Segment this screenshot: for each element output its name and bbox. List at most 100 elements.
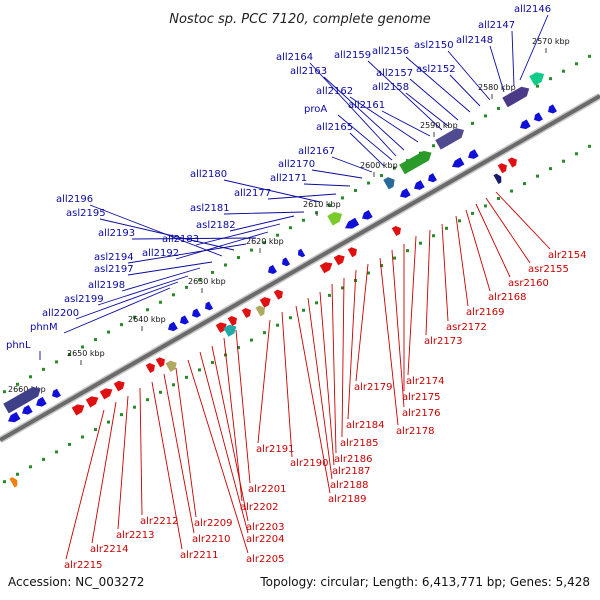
gene-label: all2148 xyxy=(456,35,493,46)
tick-dot xyxy=(263,241,266,245)
gene-label: all2177 xyxy=(234,188,271,199)
tick-dot xyxy=(185,285,188,289)
callout-line xyxy=(211,345,249,522)
tick-dot xyxy=(315,301,318,305)
plus-strand-gene-arrow-shape xyxy=(273,289,283,300)
tick-dot xyxy=(16,472,19,476)
tick-dot xyxy=(133,315,136,319)
callout-line xyxy=(229,215,295,232)
plus-strand-gene-arrow xyxy=(85,396,99,408)
tick-dot xyxy=(289,316,292,320)
minus-strand-gene-box-shape xyxy=(399,150,432,175)
plus-strand-gene-arrow-shape xyxy=(507,157,517,168)
tick-dot xyxy=(172,293,175,297)
callout-line xyxy=(309,62,397,157)
minus-strand-gene-arrow-shape xyxy=(22,404,33,415)
callout-line xyxy=(75,281,179,320)
tick-dot xyxy=(159,300,162,304)
tick-dot xyxy=(497,106,500,110)
callout-line xyxy=(307,297,333,480)
minus-strand-gene-arrow-shape xyxy=(192,308,201,318)
tick-dot xyxy=(94,428,97,432)
callout-line xyxy=(425,229,431,336)
callout-line xyxy=(151,381,183,550)
plus-strand-gene-arrow-shape xyxy=(113,380,125,392)
minus-strand-gene-arrow xyxy=(268,264,277,275)
plus-strand-gene-arrow xyxy=(99,388,113,400)
plus-strand-gene-box-shape xyxy=(165,360,177,373)
gene-label: alr2168 xyxy=(488,292,526,303)
plus-strand-gene-arrow-shape xyxy=(145,363,155,374)
callout-line xyxy=(441,223,449,322)
kbp-tick-label: 2600 kbp xyxy=(360,161,398,170)
gene-label: proA xyxy=(304,104,327,115)
callout-line xyxy=(349,96,419,143)
gene-label: all2192 xyxy=(142,248,179,259)
plus-strand-gene-box xyxy=(255,305,265,317)
minus-strand-gene-box-shape xyxy=(435,128,465,150)
plus-strand-gene-arrow-shape xyxy=(71,404,85,416)
gene-label: alr2173 xyxy=(424,336,462,347)
plus-strand-gene-arrow xyxy=(507,157,517,168)
callout-lines xyxy=(39,14,551,560)
callout-line xyxy=(281,311,293,458)
minus-strand-gene-arrow-shape xyxy=(468,149,479,159)
gene-labels: all2146all2147all2148asl2150asl2152all21… xyxy=(6,4,586,571)
callout-line xyxy=(405,56,471,113)
tick-dot xyxy=(250,248,253,252)
minus-strand-gene-arrow xyxy=(452,157,465,168)
gene-label: all2180 xyxy=(190,169,227,180)
tick-dot xyxy=(133,405,136,409)
callout-line xyxy=(97,275,189,306)
tick-dot xyxy=(120,323,123,327)
minus-strand-gene-arrow xyxy=(282,257,291,267)
tick-dot xyxy=(510,189,513,193)
minus-strand-gene-box xyxy=(502,86,530,108)
callout-line xyxy=(223,337,243,502)
gene-label: asl2181 xyxy=(190,203,230,214)
minus-strand-gene-arrow-shape xyxy=(268,264,277,275)
tick-dot xyxy=(263,331,266,335)
tick-dot xyxy=(107,420,110,424)
tick-dot xyxy=(354,188,357,192)
plus-strand-gene-box xyxy=(165,360,177,373)
gene-label: alr2154 xyxy=(548,250,586,261)
tick-dot xyxy=(393,256,396,260)
minus-strand-gene-box xyxy=(383,177,395,190)
plus-strand-gene-arrow xyxy=(391,226,401,237)
tick-dot xyxy=(68,442,71,446)
gene-label: alr2201 xyxy=(248,484,286,495)
minus-strand-gene-arrow xyxy=(345,217,360,229)
callout-line xyxy=(331,283,337,454)
gene-label: alr2175 xyxy=(402,392,440,403)
plus-strand-gene-arrow-shape xyxy=(347,247,357,258)
gene-label: all2163 xyxy=(290,66,327,77)
gene-label: alr2209 xyxy=(194,518,232,529)
minus-strand-gene-box-shape xyxy=(327,212,343,226)
kbp-tick-label: 2650 kbp xyxy=(67,349,105,358)
tick-dot xyxy=(55,450,58,454)
plus-strand-gene-box xyxy=(9,477,18,488)
callout-line xyxy=(407,235,417,376)
gene-label: all2164 xyxy=(276,52,313,63)
callout-line xyxy=(485,197,531,264)
plus-strand-gene-arrow-shape xyxy=(259,297,271,308)
callout-line xyxy=(337,114,393,161)
gene-label: alr2211 xyxy=(180,550,218,561)
tick-dot xyxy=(302,308,305,312)
tick-dot xyxy=(16,382,19,386)
tick-dot xyxy=(211,270,214,274)
tick-dot xyxy=(107,330,110,334)
minus-strand-gene-arrow xyxy=(22,404,33,415)
minus-strand-gene-box xyxy=(435,128,465,150)
tick-dot xyxy=(237,256,240,260)
callout-line xyxy=(257,319,271,444)
callout-line xyxy=(381,110,431,137)
callout-line xyxy=(355,263,369,382)
minus-strand-gene-arrow xyxy=(8,411,21,423)
minus-strand-gene-arrow-shape xyxy=(205,301,214,311)
gene-label: asl2199 xyxy=(64,294,104,305)
callout-line xyxy=(349,132,385,167)
gene-label: alr2190 xyxy=(290,458,328,469)
